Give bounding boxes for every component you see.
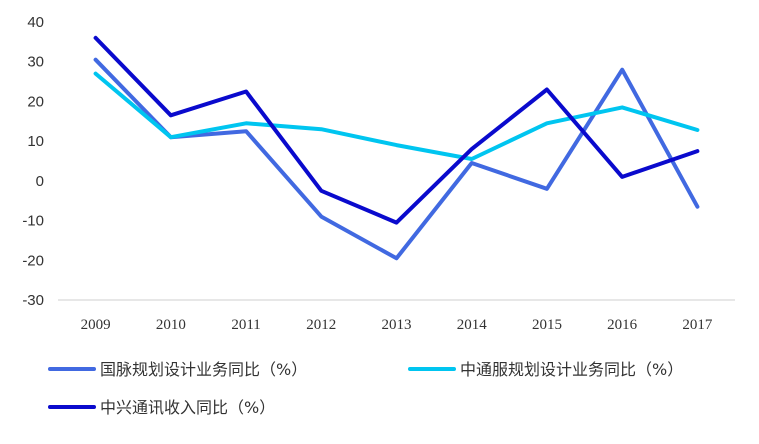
y-tick-label: -10 [22,213,44,230]
x-tick-label: 2010 [156,317,186,333]
y-axis-ticks: 40 30 20 10 0 -10 -20 -30 [22,14,44,309]
x-tick-label: 2011 [231,317,260,333]
legend: 国脉规划设计业务同比（%） 中通服规划设计业务同比（%） 中兴通讯收入同比（%） [48,360,683,417]
x-tick-label: 2016 [607,317,638,333]
legend-label: 国脉规划设计业务同比（%） [100,360,307,379]
legend-label: 中兴通讯收入同比（%） [100,398,275,417]
y-tick-label: -20 [22,252,44,269]
legend-item: 中兴通讯收入同比（%） [48,398,275,417]
x-tick-label: 2009 [81,317,111,333]
legend-label: 中通服规划设计业务同比（%） [460,360,683,379]
x-tick-label: 2014 [457,317,488,333]
series-line-1 [93,57,700,261]
x-tick-label: 2012 [306,317,336,333]
legend-item: 中通服规划设计业务同比（%） [408,360,683,379]
y-tick-label: 30 [27,54,44,71]
x-tick-label: 2015 [532,317,562,333]
x-tick-label: 2013 [382,317,412,333]
series-lines [93,35,700,261]
y-tick-label: -30 [22,292,44,309]
series-line-2 [93,71,700,161]
y-tick-label: 10 [27,133,44,150]
legend-item: 国脉规划设计业务同比（%） [48,360,307,379]
series-line-3 [93,35,700,225]
x-tick-label: 2017 [682,317,713,333]
y-tick-label: 40 [27,14,44,31]
x-axis-ticks: 2009 2010 2011 2012 2013 2014 2015 2016 2017 [81,317,713,333]
y-tick-label: 0 [36,173,44,190]
y-tick-label: 20 [27,93,44,110]
